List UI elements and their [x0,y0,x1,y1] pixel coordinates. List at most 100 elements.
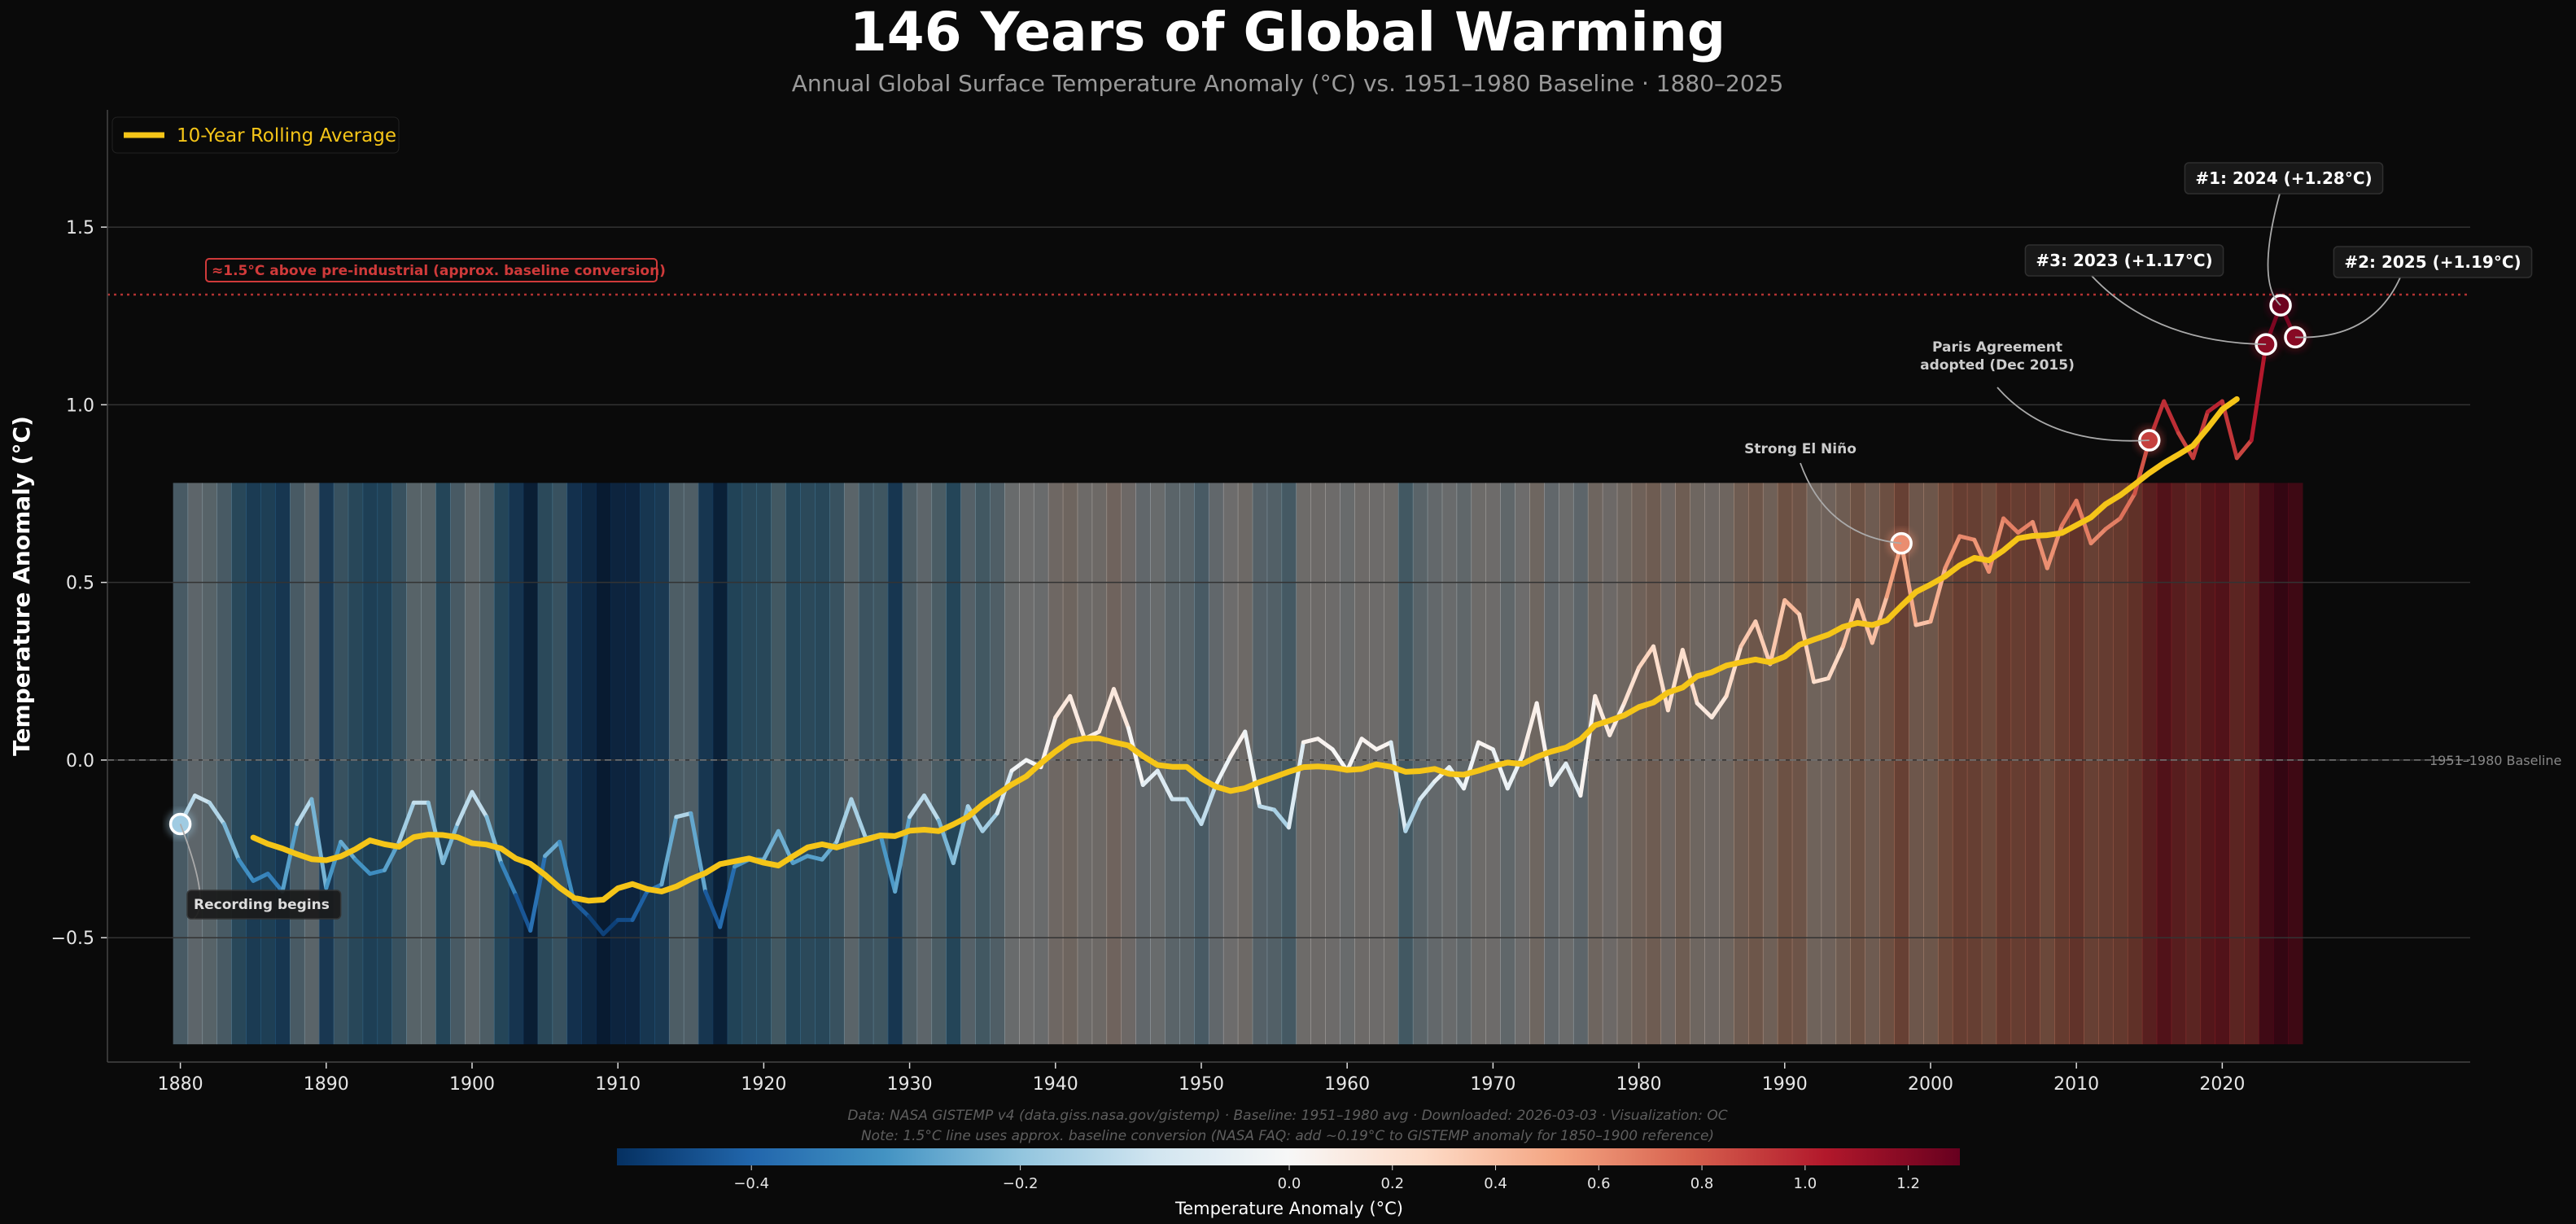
stripe-1978 [1602,483,1618,1045]
anomaly-segment-1882 [207,800,226,826]
stripe-1901 [479,483,495,1045]
anomaly-segment-1979 [1622,665,1642,706]
stripe-1989 [1762,483,1778,1045]
stripe-1969 [1471,483,1487,1045]
x-tick-label: 2020 [2199,1074,2245,1095]
anomaly-segment-2009 [2059,498,2079,528]
stripe-1930 [902,483,918,1045]
stripe-2016 [2156,483,2172,1045]
footer-note: Note: 1.5°C line uses approx. baseline c… [861,1128,1714,1144]
anomaly-segment-2011 [2088,527,2108,546]
stripe-1983 [1675,483,1690,1045]
stripe-1984 [1690,483,1705,1045]
anomaly-segment-1920 [761,828,781,862]
stripe-1928 [873,483,889,1045]
x-tick-label: 1990 [1762,1074,1808,1095]
annotation-line: adopted (Dec 2015) [1920,357,2075,374]
anomaly-segment-2013 [2118,491,2137,521]
colorbar-tick-label: 1.2 [1896,1175,1920,1192]
anomaly-segment-1956 [1287,740,1305,830]
anomaly-segment-1902 [499,861,518,898]
anomaly-segment-1931 [922,793,941,823]
anomaly-segment-2004 [1987,516,2006,575]
anomaly-segment-1975 [1564,761,1583,798]
anomaly-segment-1952 [1228,729,1248,759]
stripe-1890 [318,483,335,1045]
anomaly-segment-1996 [1870,594,1889,645]
stripe-1995 [1850,483,1865,1045]
colorbar-tick-label: 1.0 [1794,1175,1817,1192]
annotation-box-2023 [2024,244,2224,277]
stripe-1992 [1806,483,1822,1045]
anomaly-segment-1901 [484,815,504,866]
stripe-2005 [1996,483,2012,1045]
stripe-1903 [508,483,524,1045]
anomaly-segment-1954 [1257,804,1277,812]
stripe-1982 [1660,483,1676,1045]
anomaly-segment-1928 [878,833,898,894]
stripe-1987 [1734,483,1749,1045]
stripe-1902 [493,483,510,1045]
anomaly-segment-2005 [2001,516,2020,536]
stripe-1880 [173,483,189,1045]
stripe-1950 [1194,483,1209,1045]
anomaly-segment-1944 [1111,687,1131,731]
stripe-1957 [1296,483,1311,1045]
stripe-1968 [1456,483,1472,1045]
stripe-1926 [843,483,859,1045]
stripe-1967 [1441,483,1458,1045]
stripe-2012 [2098,483,2114,1045]
anomaly-segment-1890 [324,839,343,890]
anomaly-segment-1899 [455,789,475,826]
anomaly-segment-1985 [1709,693,1729,720]
chart-subtitle: Annual Global Surface Temperature Anomal… [792,70,1784,97]
anomaly-segment-1982 [1665,648,1685,713]
legend: 10-Year Rolling Average [112,116,400,154]
stripe-1973 [1529,483,1545,1045]
stripe-1925 [829,483,845,1045]
anomaly-segment-1965 [1418,779,1437,802]
anomaly-segment-1962 [1374,740,1393,752]
stripe-1898 [435,483,451,1045]
annotation-2024: #1: 2024 (+1.28°C) [2195,168,2372,188]
anomaly-segment-1981 [1651,644,1670,713]
annotation-1998: Strong El Niño [1744,441,1857,457]
x-tick-label: 2000 [1908,1074,1953,1095]
stripe-1960 [1340,483,1355,1045]
anomaly-segment-1950 [1199,782,1218,826]
anomaly-segment-1881 [193,793,212,805]
anomaly-segment-1916 [703,889,723,929]
x-tick-label: 1910 [595,1074,641,1095]
stripe-1944 [1106,483,1122,1045]
stripe-2011 [2084,483,2099,1045]
anomaly-segment-1955 [1272,807,1291,830]
anomaly-segment-1888 [295,797,314,826]
anomaly-segment-1930 [908,793,927,820]
annotation-line: #3: 2023 (+1.17°C) [2036,251,2212,270]
stripe-1934 [960,483,976,1045]
colorbar: −0.4 −0.2 0.0 0.2 0.4 0.6 0.8 1.0 1.2 [617,1148,1960,1192]
stripe-1922 [785,483,801,1045]
chart-title: 146 Years of Global Warming [850,1,1725,63]
anomaly-segment-1974 [1549,761,1568,787]
stripe-1964 [1397,483,1414,1045]
threshold-label: ≈1.5°C above pre-industrial (approx. bas… [212,263,666,279]
stripe-1951 [1208,483,1224,1045]
x-tick-label: 2010 [2053,1074,2099,1095]
stripe-1885 [246,483,261,1045]
stripe-1906 [552,483,568,1045]
annotation-line: #2: 2025 (+1.19°C) [2344,252,2521,272]
anomaly-segment-1905 [543,839,562,859]
anomaly-segment-1989 [1768,597,1787,667]
stripe-2007 [2025,483,2040,1045]
anomaly-segment-1883 [221,822,241,862]
colorbar-tick-label: 0.4 [1484,1175,1507,1192]
stripe-1985 [1704,483,1720,1045]
stripe-1883 [216,483,232,1045]
stripe-2023 [2259,483,2274,1045]
stripe-1886 [260,483,276,1045]
stripe-1993 [1821,483,1837,1045]
stripe-1937 [1004,483,1020,1045]
anomaly-segment-1943 [1097,687,1116,734]
annotation-line: Strong El Niño [1744,441,1857,457]
